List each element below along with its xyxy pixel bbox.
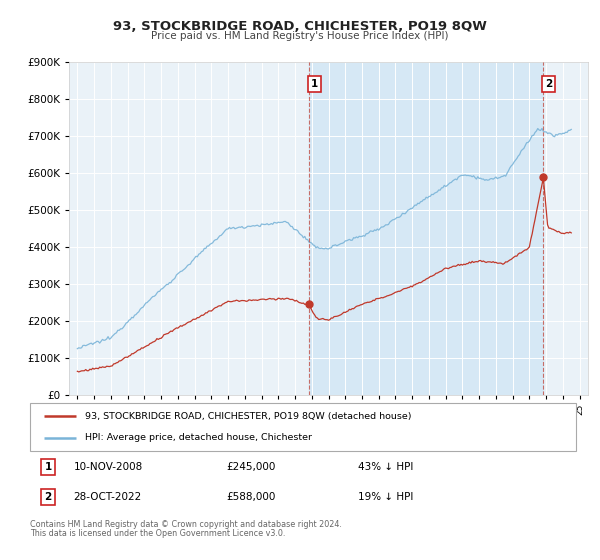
Text: 1: 1 [44,462,52,472]
Text: 43% ↓ HPI: 43% ↓ HPI [358,462,413,472]
Text: HPI: Average price, detached house, Chichester: HPI: Average price, detached house, Chic… [85,433,311,442]
Text: £588,000: £588,000 [227,492,276,502]
Text: 10-NOV-2008: 10-NOV-2008 [74,462,143,472]
Text: 19% ↓ HPI: 19% ↓ HPI [358,492,413,502]
Text: 1: 1 [311,79,318,89]
Text: 28-OCT-2022: 28-OCT-2022 [74,492,142,502]
Bar [310,62,543,395]
Text: 93, STOCKBRIDGE ROAD, CHICHESTER, PO19 8QW (detached house): 93, STOCKBRIDGE ROAD, CHICHESTER, PO19 8… [85,412,411,421]
Text: £245,000: £245,000 [227,462,276,472]
Text: Contains HM Land Registry data © Crown copyright and database right 2024.: Contains HM Land Registry data © Crown c… [30,520,342,529]
Text: 2: 2 [44,492,52,502]
Text: This data is licensed under the Open Government Licence v3.0.: This data is licensed under the Open Gov… [30,529,286,538]
Text: Price paid vs. HM Land Registry's House Price Index (HPI): Price paid vs. HM Land Registry's House … [151,31,449,41]
Text: 2: 2 [545,79,552,89]
Text: 93, STOCKBRIDGE ROAD, CHICHESTER, PO19 8QW: 93, STOCKBRIDGE ROAD, CHICHESTER, PO19 8… [113,20,487,32]
